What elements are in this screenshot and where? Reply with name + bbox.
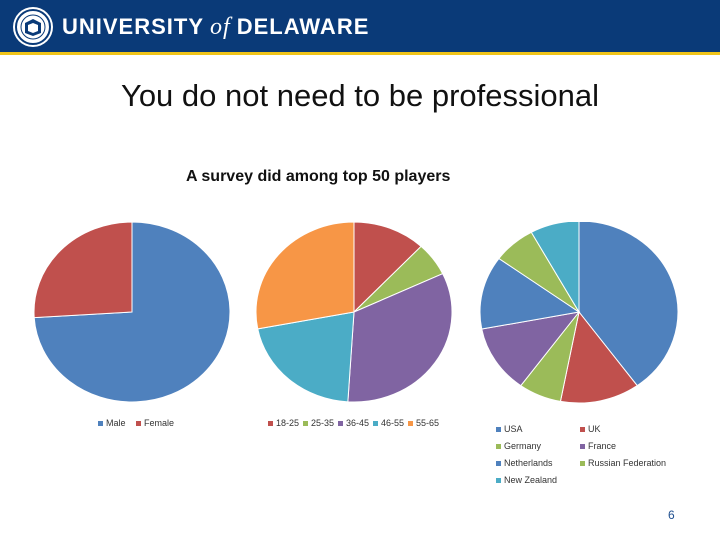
legend-item-germany: Germany xyxy=(496,441,541,451)
legend-swatch xyxy=(496,426,501,432)
legend-label: 25-35 xyxy=(311,418,335,428)
legend-swatch xyxy=(98,420,103,426)
legend-swatch xyxy=(580,443,585,449)
legend-label: Netherlands xyxy=(504,458,553,468)
legend-swatch xyxy=(268,420,273,426)
legend-swatch xyxy=(408,420,413,426)
header-bar: UNIVERSITY of DELAWARE xyxy=(0,0,720,52)
country-pie-chart xyxy=(479,222,679,404)
legend-label: UK xyxy=(588,424,601,434)
legend-item-18-25: 18-25 xyxy=(268,418,299,428)
wordmark-delaware: DELAWARE xyxy=(236,14,370,39)
pie-slice-usa xyxy=(578,222,679,387)
legend-label: Germany xyxy=(504,441,542,451)
legend-label: Russian Federation xyxy=(588,458,667,468)
legend-swatch xyxy=(338,420,343,426)
legend-label: France xyxy=(588,441,617,451)
legend-item-new-zealand: New Zealand xyxy=(496,475,557,485)
wordmark-university: UNIVERSITY xyxy=(62,14,205,39)
legend-swatch xyxy=(580,426,585,432)
legend-label: New Zealand xyxy=(504,475,558,485)
legend-swatch xyxy=(496,460,501,466)
legend-item-36-45: 36-45 xyxy=(338,418,369,428)
pie-slice-france xyxy=(481,311,581,387)
university-seal-icon xyxy=(13,7,53,47)
pie-slice-36-45 xyxy=(347,273,453,403)
pie-slice-46-55 xyxy=(257,311,355,403)
legend-item-55-65: 55-65 xyxy=(408,418,439,428)
pie-slice-netherlands xyxy=(479,257,581,330)
legend-item-russian-federation: Russian Federation xyxy=(580,458,666,468)
legend-swatch xyxy=(136,420,141,426)
legend-item-male: Male xyxy=(98,418,126,428)
legend-label: 18-25 xyxy=(276,418,300,428)
pie-slice-55-65 xyxy=(256,222,355,330)
legend-swatch xyxy=(496,477,501,483)
legend-swatch xyxy=(580,460,585,466)
legend-item-uk: UK xyxy=(580,424,601,434)
legend-item-25-35: 25-35 xyxy=(303,418,334,428)
university-wordmark: UNIVERSITY of DELAWARE xyxy=(62,12,369,42)
pie-slice-18-25 xyxy=(353,222,422,314)
page-number: 6 xyxy=(668,508,675,522)
slide-subtitle: A survey did among top 50 players xyxy=(186,168,451,185)
pie-slice-new-zealand xyxy=(530,222,580,314)
legend-item-46-55: 46-55 xyxy=(373,418,404,428)
legend-item-usa: USA xyxy=(496,424,523,434)
legend-item-france: France xyxy=(580,441,616,451)
legend-item-netherlands: Netherlands xyxy=(496,458,553,468)
legend-swatch xyxy=(303,420,308,426)
wordmark-of: of xyxy=(210,14,231,40)
age-pie-chart xyxy=(256,222,453,403)
legend-label: 55-65 xyxy=(416,418,440,428)
legend-label: 46-55 xyxy=(381,418,405,428)
legend-label: USA xyxy=(504,424,523,434)
legend-label: Female xyxy=(144,418,175,428)
gender-pie-chart xyxy=(33,222,231,403)
slide-title: You do not need to be professional xyxy=(120,78,600,113)
legend-swatch xyxy=(496,443,501,449)
pie-slice-uk xyxy=(559,310,638,404)
legend-swatch xyxy=(373,420,378,426)
legend-label: Male xyxy=(106,418,126,428)
pie-slice-female xyxy=(33,222,133,319)
legend-item-female: Female xyxy=(136,418,174,428)
header-gold-rule xyxy=(0,52,720,55)
legend-label: 36-45 xyxy=(346,418,370,428)
